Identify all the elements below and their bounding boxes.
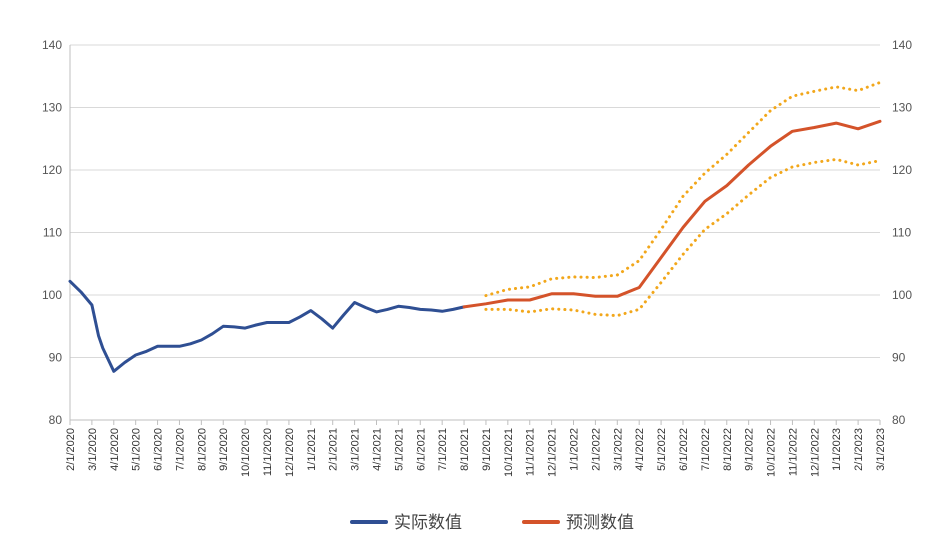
x-tick-label: 9/1/2022 <box>744 428 756 471</box>
x-tick-label: 10/1/2022 <box>766 428 778 477</box>
x-tick-label: 5/1/2022 <box>656 428 668 471</box>
x-tick-label: 4/1/2022 <box>634 428 646 471</box>
x-tick-label: 12/1/2022 <box>809 428 821 477</box>
x-tick-label: 8/1/2021 <box>459 428 471 471</box>
y-tick-label-left: 90 <box>49 351 63 365</box>
x-tick-label: 5/1/2021 <box>393 428 405 471</box>
x-tick-label: 10/1/2020 <box>240 428 252 477</box>
x-tick-label: 4/1/2020 <box>109 428 121 471</box>
series-line-confidence-band <box>484 157 882 318</box>
x-tick-label: 9/1/2021 <box>481 428 493 471</box>
y-tick-label-right: 130 <box>892 101 912 115</box>
x-tick-label: 1/1/2023 <box>831 428 843 471</box>
x-tick-label: 2/1/2020 <box>65 428 77 471</box>
x-tick-label: 6/1/2021 <box>415 428 427 471</box>
y-tick-label-left: 110 <box>43 226 62 240</box>
x-tick-label: 5/1/2020 <box>131 428 143 471</box>
x-tick-label: 12/1/2021 <box>547 428 559 477</box>
x-tick-label: 12/1/2020 <box>284 428 296 477</box>
y-tick-label-left: 80 <box>49 413 63 427</box>
y-tick-label-left: 100 <box>42 288 62 302</box>
x-tick-label: 7/1/2022 <box>700 428 712 471</box>
y-tick-label-right: 120 <box>892 163 912 177</box>
y-tick-label-right: 110 <box>892 226 911 240</box>
series-line-confidence-band <box>484 81 882 298</box>
y-tick-label-right: 90 <box>892 351 906 365</box>
legend-label: 实际数值 <box>394 513 462 533</box>
x-tick-label: 11/1/2021 <box>525 428 537 476</box>
x-tick-label: 2/1/2021 <box>328 428 340 471</box>
series-lines <box>68 81 882 373</box>
legend: 实际数值 预测数值 <box>350 513 634 533</box>
series-line-1 <box>462 119 882 309</box>
y-tick-label-right: 100 <box>892 288 912 302</box>
legend-label: 预测数值 <box>566 513 634 533</box>
grid-lines <box>69 44 880 421</box>
x-tick-label: 11/1/2022 <box>787 428 799 476</box>
x-tick-label: 9/1/2020 <box>218 428 230 471</box>
series-line-0 <box>68 279 466 373</box>
x-tick-label: 6/1/2020 <box>153 428 165 471</box>
x-tick-label: 7/1/2021 <box>437 428 449 471</box>
x-tick-label: 8/1/2020 <box>196 428 208 471</box>
x-tick-label: 3/1/2022 <box>612 428 624 471</box>
x-tick-label: 2/1/2023 <box>853 428 865 471</box>
x-tick-label: 8/1/2022 <box>722 428 734 471</box>
x-tick-label: 7/1/2020 <box>174 428 186 471</box>
y-tick-label-left: 140 <box>42 38 62 52</box>
x-tick-label: 6/1/2022 <box>678 428 690 471</box>
x-tick-label: 11/1/2020 <box>262 428 274 476</box>
y-axis-right: 80 90 100 110 120 130 140 <box>892 38 912 427</box>
y-tick-label-right: 80 <box>892 413 906 427</box>
y-tick-label-left: 120 <box>42 163 62 177</box>
y-tick-label-left: 130 <box>42 101 62 115</box>
x-tick-label: 1/1/2022 <box>569 428 581 471</box>
x-tick-label: 3/1/2020 <box>87 428 99 471</box>
y-axis-left: 80 90 100 110 120 130 140 <box>42 38 62 427</box>
x-tick-label: 3/1/2021 <box>350 428 362 471</box>
x-tick-label: 1/1/2021 <box>306 428 318 471</box>
y-tick-label-right: 140 <box>892 38 912 52</box>
x-axis: 2/1/2020 3/1/2020 4/1/2020 5/1/2020 6/1/2020… <box>65 420 887 477</box>
x-tick-label: 4/1/2021 <box>371 428 383 471</box>
x-tick-label: 10/1/2021 <box>503 428 515 477</box>
x-tick-label: 2/1/2022 <box>590 428 602 471</box>
x-tick-label: 3/1/2023 <box>875 428 887 471</box>
